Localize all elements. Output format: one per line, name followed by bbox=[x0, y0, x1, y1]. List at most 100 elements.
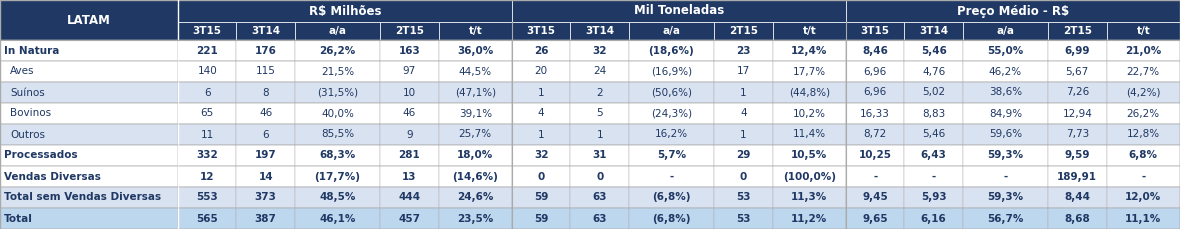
Bar bbox=[380, 187, 439, 208]
Text: 17,7%: 17,7% bbox=[793, 66, 826, 76]
Text: 6,96: 6,96 bbox=[864, 66, 887, 76]
Text: 10,5%: 10,5% bbox=[791, 150, 827, 161]
Bar bbox=[714, 187, 773, 208]
Text: (4,2%): (4,2%) bbox=[1126, 87, 1160, 98]
Bar bbox=[846, 22, 904, 40]
Text: 29: 29 bbox=[736, 150, 750, 161]
Text: 24,6%: 24,6% bbox=[457, 193, 493, 202]
Text: Preço Médio - R$: Preço Médio - R$ bbox=[957, 5, 1069, 17]
Text: 65: 65 bbox=[201, 109, 214, 118]
Text: 97: 97 bbox=[402, 66, 415, 76]
Bar bbox=[1048, 145, 1107, 166]
Bar bbox=[295, 22, 380, 40]
Bar bbox=[846, 0, 1180, 22]
Text: (16,9%): (16,9%) bbox=[651, 66, 691, 76]
Bar bbox=[1048, 82, 1107, 103]
Bar bbox=[570, 124, 629, 145]
Bar bbox=[0, 187, 178, 208]
Text: (50,6%): (50,6%) bbox=[651, 87, 691, 98]
Bar bbox=[629, 145, 714, 166]
Bar bbox=[0, 208, 178, 229]
Bar bbox=[295, 103, 380, 124]
Bar bbox=[1107, 208, 1180, 229]
Bar bbox=[904, 124, 963, 145]
Bar bbox=[178, 187, 236, 208]
Text: 59: 59 bbox=[535, 193, 549, 202]
Bar bbox=[178, 208, 236, 229]
Text: 26,2%: 26,2% bbox=[320, 46, 355, 55]
Bar bbox=[178, 145, 236, 166]
Text: t/t: t/t bbox=[468, 26, 483, 36]
Text: 32: 32 bbox=[592, 46, 607, 55]
Text: (17,7%): (17,7%) bbox=[315, 172, 360, 182]
Bar bbox=[439, 187, 512, 208]
Text: 457: 457 bbox=[399, 213, 420, 224]
Bar bbox=[0, 103, 178, 124]
Text: 63: 63 bbox=[592, 213, 607, 224]
Bar bbox=[846, 145, 904, 166]
Bar bbox=[629, 61, 714, 82]
Bar bbox=[846, 40, 904, 61]
Bar bbox=[236, 208, 295, 229]
Bar bbox=[439, 103, 512, 124]
Bar bbox=[1107, 103, 1180, 124]
Text: 53: 53 bbox=[736, 193, 750, 202]
Text: 14: 14 bbox=[258, 172, 273, 182]
Text: 373: 373 bbox=[255, 193, 276, 202]
Bar bbox=[512, 166, 570, 187]
Text: 553: 553 bbox=[196, 193, 218, 202]
Text: 11,1%: 11,1% bbox=[1126, 213, 1161, 224]
Text: 46: 46 bbox=[402, 109, 415, 118]
Text: 8,68: 8,68 bbox=[1064, 213, 1090, 224]
Bar bbox=[846, 124, 904, 145]
Text: Vendas Diversas: Vendas Diversas bbox=[4, 172, 100, 182]
Text: 8,72: 8,72 bbox=[864, 130, 887, 139]
Bar bbox=[904, 40, 963, 61]
Bar bbox=[380, 208, 439, 229]
Text: 5,7%: 5,7% bbox=[657, 150, 686, 161]
Bar bbox=[178, 0, 512, 22]
Text: 21,0%: 21,0% bbox=[1126, 46, 1161, 55]
Bar bbox=[773, 208, 846, 229]
Bar bbox=[439, 145, 512, 166]
Text: 5,46: 5,46 bbox=[920, 46, 946, 55]
Text: 59,3%: 59,3% bbox=[988, 193, 1023, 202]
Text: 16,2%: 16,2% bbox=[655, 130, 688, 139]
Text: 6,43: 6,43 bbox=[920, 150, 946, 161]
Bar bbox=[0, 145, 178, 166]
Bar bbox=[714, 22, 773, 40]
Text: 9,59: 9,59 bbox=[1064, 150, 1090, 161]
Text: Total: Total bbox=[4, 213, 33, 224]
Bar bbox=[773, 22, 846, 40]
Text: 46,2%: 46,2% bbox=[989, 66, 1022, 76]
Text: 32: 32 bbox=[535, 150, 549, 161]
Bar bbox=[629, 82, 714, 103]
Text: 8,83: 8,83 bbox=[922, 109, 945, 118]
Bar bbox=[570, 82, 629, 103]
Text: 11: 11 bbox=[201, 130, 214, 139]
Text: 12,4%: 12,4% bbox=[791, 46, 827, 55]
Bar bbox=[380, 61, 439, 82]
Text: Mil Toneladas: Mil Toneladas bbox=[634, 5, 725, 17]
Text: 6: 6 bbox=[262, 130, 269, 139]
Bar bbox=[1048, 22, 1107, 40]
Bar bbox=[773, 61, 846, 82]
Bar bbox=[963, 145, 1048, 166]
Bar bbox=[773, 40, 846, 61]
Bar bbox=[570, 22, 629, 40]
Bar bbox=[570, 208, 629, 229]
Bar bbox=[629, 166, 714, 187]
Text: 115: 115 bbox=[256, 66, 276, 76]
Text: Suínos: Suínos bbox=[9, 87, 45, 98]
Bar bbox=[236, 145, 295, 166]
Bar bbox=[1107, 22, 1180, 40]
Bar bbox=[236, 103, 295, 124]
Text: 10: 10 bbox=[402, 87, 415, 98]
Bar bbox=[439, 82, 512, 103]
Text: 6,99: 6,99 bbox=[1064, 46, 1090, 55]
Bar bbox=[236, 187, 295, 208]
Text: 3T15: 3T15 bbox=[192, 26, 222, 36]
Bar bbox=[773, 82, 846, 103]
Text: t/t: t/t bbox=[802, 26, 817, 36]
Bar bbox=[963, 124, 1048, 145]
